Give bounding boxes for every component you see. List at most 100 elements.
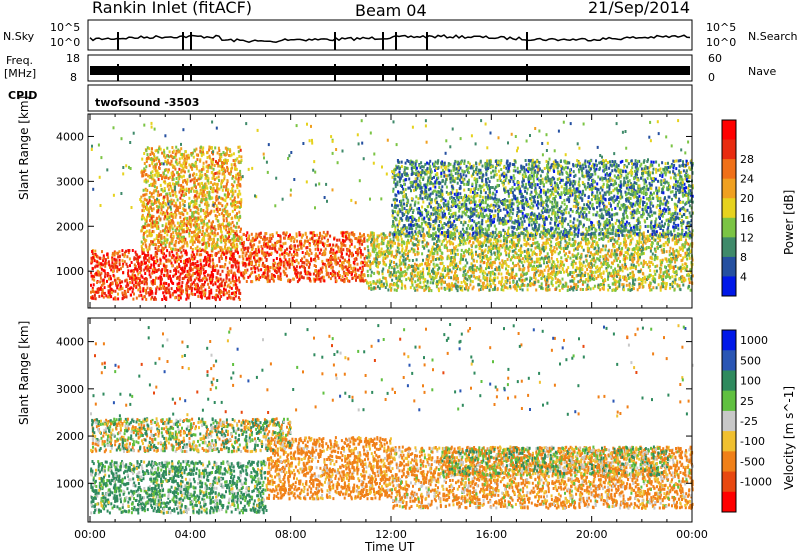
scatter-cell bbox=[395, 274, 398, 278]
scatter-cell bbox=[611, 288, 614, 292]
scatter-cell bbox=[475, 269, 478, 273]
scatter-cell bbox=[285, 252, 288, 255]
scatter-cell bbox=[170, 279, 172, 283]
scatter-cell bbox=[453, 259, 456, 263]
scatter-cell bbox=[124, 295, 127, 299]
scatter-cell bbox=[486, 240, 489, 244]
scatter-cell bbox=[451, 284, 454, 288]
scatter-cell bbox=[665, 283, 668, 287]
scatter-cell bbox=[523, 238, 526, 242]
scatter-cell bbox=[374, 247, 377, 251]
scatter-cell bbox=[357, 248, 359, 252]
scatter-cell bbox=[101, 279, 104, 283]
scatter-cell bbox=[504, 276, 507, 279]
scatter-cell bbox=[533, 260, 536, 264]
scatter-cell bbox=[455, 262, 458, 266]
scatter-cell bbox=[276, 266, 279, 270]
scatter-cell bbox=[355, 237, 358, 241]
scatter-cell bbox=[181, 271, 184, 275]
scatter-cell bbox=[251, 252, 254, 256]
scatter-cell bbox=[128, 287, 131, 291]
scatter-cell bbox=[515, 244, 518, 247]
scatter-cell bbox=[211, 295, 214, 299]
scatter-cell bbox=[134, 250, 137, 254]
scatter-cell bbox=[645, 237, 648, 241]
scatter-cell bbox=[152, 263, 155, 267]
scatter-cell bbox=[150, 263, 153, 267]
scatter-cell bbox=[170, 261, 173, 265]
scatter-cell bbox=[448, 282, 451, 286]
scatter-cell bbox=[538, 246, 541, 250]
scatter-cell bbox=[445, 273, 448, 277]
scatter-cell bbox=[647, 246, 650, 249]
scatter-cell bbox=[210, 273, 213, 277]
nsky-label: N.Sky bbox=[3, 30, 35, 43]
scatter-cell bbox=[632, 287, 635, 291]
scatter-cell bbox=[500, 280, 503, 283]
scatter-cell bbox=[264, 255, 267, 259]
scatter-cell bbox=[152, 256, 155, 260]
scatter-cell bbox=[631, 270, 634, 274]
scatter-cell bbox=[566, 289, 569, 292]
scatter-cell bbox=[449, 249, 452, 252]
scatter-cell bbox=[359, 255, 362, 259]
scatter-cell bbox=[559, 241, 562, 245]
scatter-cell bbox=[314, 269, 317, 273]
scatter-cell bbox=[138, 286, 141, 290]
scatter-cell bbox=[454, 277, 457, 281]
scatter-cell bbox=[672, 269, 675, 273]
scatter-cell bbox=[187, 296, 190, 300]
scatter-cell bbox=[219, 277, 222, 281]
scatter-cell bbox=[296, 244, 299, 248]
scatter-cell bbox=[95, 271, 98, 275]
scatter-cell bbox=[426, 279, 429, 283]
scatter-cell bbox=[159, 162, 162, 166]
scatter-cell bbox=[315, 254, 318, 258]
scatter-cell bbox=[300, 264, 303, 268]
scatter-cell bbox=[185, 286, 188, 289]
scatter-cell bbox=[391, 240, 394, 244]
scatter-cell bbox=[410, 265, 413, 268]
scatter-cell bbox=[110, 277, 112, 281]
scatter-cell bbox=[595, 266, 597, 270]
scatter-cell bbox=[441, 268, 444, 272]
scatter-cell bbox=[688, 278, 691, 282]
scatter-cell bbox=[404, 262, 407, 266]
scatter-cell bbox=[141, 297, 144, 301]
scatter-cell bbox=[526, 288, 529, 292]
scatter-cell bbox=[383, 261, 386, 265]
scatter-cell bbox=[150, 297, 153, 301]
scatter-cell bbox=[537, 257, 540, 261]
scatter-cell bbox=[668, 266, 671, 270]
scatter-cell bbox=[489, 256, 492, 259]
scatter-cell bbox=[659, 270, 662, 274]
scatter-cell bbox=[612, 245, 615, 249]
scatter-cell bbox=[113, 278, 116, 282]
scatter-cell bbox=[610, 255, 613, 259]
scatter-cell bbox=[565, 252, 568, 256]
scatter-cell bbox=[436, 273, 438, 277]
scatter-cell bbox=[427, 254, 430, 258]
scatter-cell bbox=[334, 256, 337, 260]
scatter-cell bbox=[511, 276, 514, 279]
scatter-cell bbox=[632, 253, 635, 257]
scatter-cell bbox=[358, 241, 361, 245]
scatter-cell bbox=[589, 276, 592, 279]
scatter-cell bbox=[357, 235, 360, 239]
scatter-cell bbox=[104, 264, 107, 268]
scatter-cell bbox=[119, 287, 122, 291]
scatter-cell bbox=[652, 286, 655, 290]
scatter-cell bbox=[145, 280, 148, 284]
scatter-cell bbox=[546, 256, 549, 260]
scatter-cell bbox=[451, 248, 454, 252]
scatter-cell bbox=[614, 230, 617, 234]
scatter-cell bbox=[254, 248, 257, 251]
scatter-cell bbox=[674, 240, 677, 244]
scatter-cell bbox=[518, 237, 521, 241]
scatter-cell bbox=[314, 243, 317, 247]
scatter-cell bbox=[248, 234, 251, 238]
scatter-cell bbox=[533, 273, 536, 277]
scatter-cell bbox=[456, 267, 459, 271]
scatter-cell bbox=[187, 276, 190, 280]
scatter-cell bbox=[679, 266, 682, 270]
